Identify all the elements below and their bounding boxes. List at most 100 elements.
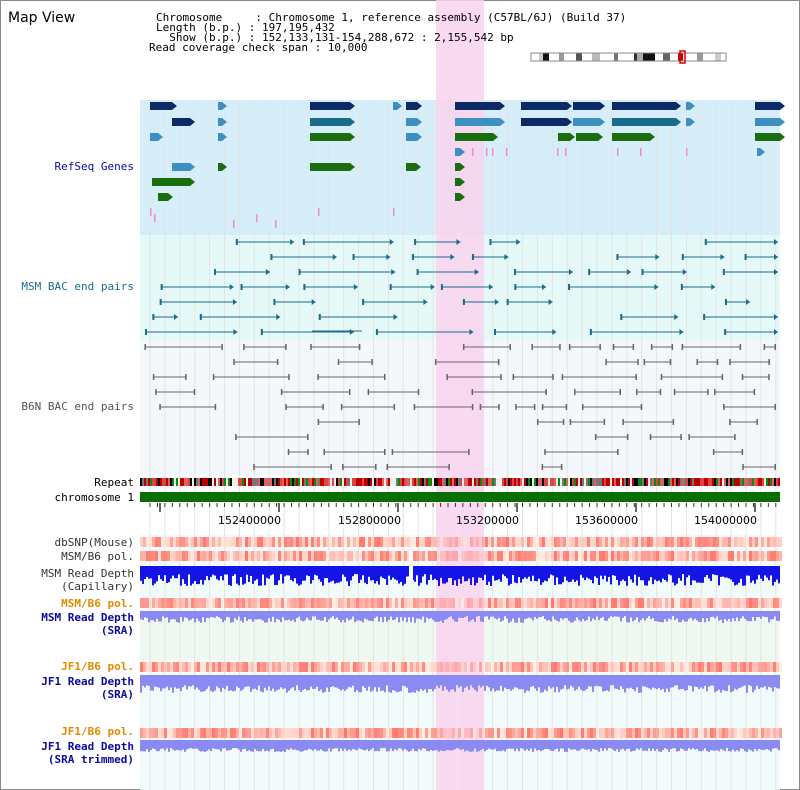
depth-bar [452,611,454,620]
depth-bar [392,611,394,621]
jf1-pol-label[interactable]: JF1/B6 pol. [61,660,134,673]
gene-arrow [460,163,465,171]
depth-bar [498,566,500,580]
depth-bar [514,740,516,752]
heat-cell [491,598,494,608]
jf1-pol-trimmed-label[interactable]: JF1/B6 pol. [61,725,134,738]
repeat-segment [246,478,248,486]
bac-end-marker [696,359,698,365]
heat-cell [377,598,380,608]
heat-cell [182,537,185,547]
depth-bar [554,675,556,693]
heat-cell [407,598,410,608]
heat-cell [662,728,665,738]
depth-bar [670,611,672,620]
heat-cell [713,728,716,738]
depth-bar [336,740,338,749]
heat-cell [584,598,587,608]
b6n-bac-label[interactable]: B6N BAC end pairs [21,400,134,413]
depth-bar [776,740,778,749]
snp-marker [318,208,320,216]
depth-bar [480,611,482,622]
heat-cell [695,728,698,738]
refseq-genes-label[interactable]: RefSeq Genes [54,160,134,173]
dbsnp-label[interactable]: dbSNP(Mouse) [54,536,134,549]
heat-cell [350,662,353,672]
depth-bar [724,740,726,752]
depth-bar [406,611,408,623]
depth-bar [562,611,564,620]
depth-bar [182,566,184,580]
depth-bar [622,740,624,749]
depth-bar [284,611,286,621]
bac-end-marker [323,449,326,455]
repeat-segment [710,478,712,486]
heat-cell [752,728,755,738]
depth-bar [716,611,718,617]
jf1-depth-trimmed-label[interactable]: JF1 Read Depth [41,740,134,753]
heat-cell [665,537,668,547]
depth-bar [416,611,418,619]
msm-bac-label[interactable]: MSM BAC end pairs [21,280,134,293]
depth-bar [154,740,156,750]
depth-bar [704,740,706,749]
repeat-segment [238,478,240,486]
ideogram-band [655,53,663,61]
heat-cell [194,728,197,738]
depth-bar [386,566,388,585]
heat-cell [452,551,455,561]
repeat-segment [530,478,532,486]
msm-pol-label[interactable]: MSM/B6 pol. [61,550,134,563]
heat-cell [581,728,584,738]
heat-cell [740,662,743,672]
depth-bar [512,611,514,619]
heat-cell [773,551,776,561]
heat-cell [635,728,638,738]
depth-bar [534,611,536,618]
repeat-segment [614,478,616,486]
heat-cell [140,598,143,608]
bac-end-arrow [229,284,234,290]
msm-pol-sra-label[interactable]: MSM/B6 pol. [61,597,134,610]
heat-cell [722,728,725,738]
heat-cell [473,598,476,608]
depth-bar [600,740,602,749]
depth-bar [754,740,756,749]
heat-cell [314,551,317,561]
depth-bar [324,611,326,618]
depth-bar [206,611,208,618]
msm-depth-cap-label[interactable]: MSM Read Depth [41,567,134,580]
heat-cell [722,662,725,672]
depth-bar [494,675,496,692]
heat-cell [584,662,587,672]
depth-bar [262,611,264,621]
depth-bar [416,740,418,752]
depth-bar [332,740,334,749]
heat-cell [677,598,680,608]
depth-bar [556,611,558,621]
msm-depth-sra-label[interactable]: MSM Read Depth [41,611,134,624]
heat-cell [365,551,368,561]
heat-cell [761,537,764,547]
depth-bar [660,566,662,583]
bac-end-marker [318,314,321,320]
heat-cell [623,551,626,561]
heat-cell [278,551,281,561]
heat-cell [209,728,212,738]
heat-cell [431,662,434,672]
depth-bar [488,740,490,749]
heat-cell [170,537,173,547]
bac-end-marker [729,359,731,365]
bac-end-marker [515,404,517,410]
depth-bar [236,611,238,621]
heat-cell [233,537,236,547]
heat-cell [758,551,761,561]
heat-cell [449,551,452,561]
heat-cell [419,728,422,738]
bac-end-marker [468,449,470,455]
depth-bar [720,566,722,577]
jf1-depth-label[interactable]: JF1 Read Depth [41,675,134,688]
heat-cell [557,728,560,738]
depth-bar [370,566,372,581]
